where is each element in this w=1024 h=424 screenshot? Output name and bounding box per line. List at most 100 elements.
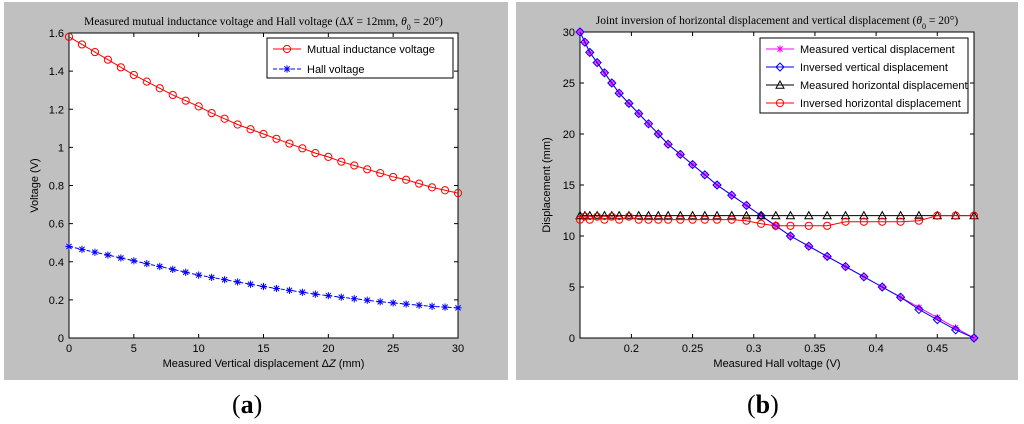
chart-a-series-0-point: [194, 102, 203, 111]
chart-b-series-1-point: [687, 159, 698, 170]
chart-b-series-1-point: [634, 108, 644, 119]
chart-a-series-0-point: [155, 84, 164, 93]
chart-b-xtick-label: 0.45: [927, 343, 948, 355]
chart-a-series-0-point: [64, 32, 74, 41]
chart-b-series-1-point: [822, 251, 832, 262]
chart-b-series-3-point: [688, 215, 697, 224]
chart-b-series-3-point: [841, 217, 850, 226]
chart-a-series-1-point: [441, 303, 449, 311]
chart-b-series-3-point: [615, 215, 624, 224]
chart-panel-a: Measured mutual inductance voltage and H…: [4, 2, 508, 380]
chart-b-series-1-point: [741, 200, 752, 211]
chart-b-ytick-label: 10: [563, 231, 575, 243]
chart-a-series-0-point: [116, 63, 125, 72]
chart-b-series-3-point: [742, 216, 751, 225]
chart-a-series-0-point: [103, 55, 113, 64]
chart-b-series-2-point: [840, 210, 851, 220]
chart-a-title-part: = 20°): [411, 16, 443, 28]
chart-b-series-1-point: [585, 47, 595, 58]
chart-a-xlabel-part: (mm): [336, 358, 365, 370]
chart-a-series-0-point: [440, 186, 450, 195]
chart-a-series-1-point: [285, 286, 294, 294]
chart-a-series-1-point: [169, 265, 177, 273]
chart-a-legend-label-0: Mutual inductance voltage: [307, 44, 435, 56]
chart-b-series-3-point: [951, 211, 960, 220]
chart-b-title-part: = 20°): [926, 15, 958, 27]
chart-a-series-1-point: [143, 260, 151, 268]
chart-a-series-0-point: [77, 40, 87, 49]
chart-b-series-2-point: [770, 210, 781, 220]
chart-a-ytick-label: 0.6: [49, 219, 64, 231]
chart-b-series-1-point: [785, 231, 796, 241]
chart-b-series-2-point: [663, 210, 673, 220]
chart-b-series-2-point: [803, 210, 814, 220]
chart-a-title-part: θ: [401, 16, 407, 28]
chart-a-series-0-point: [389, 172, 398, 182]
chart-b-series-3-line: [579, 215, 974, 227]
subfigure-letter-a: a: [240, 390, 254, 419]
chart-a-series-0-point: [142, 77, 151, 86]
chart-b-xtick-label: 0.35: [804, 343, 825, 355]
chart-b-series-1-line: [579, 31, 975, 339]
chart-b-series-1-point: [643, 119, 654, 129]
chart-b-legend-label-0: Measured vertical displacement: [800, 44, 955, 56]
chart-b-series-1-point: [575, 27, 585, 37]
chart-b-series-3-point: [676, 215, 685, 224]
chart-a-series-0-point: [311, 148, 320, 158]
chart-b-series-1-point: [653, 129, 664, 139]
chart-b-series-1-point: [932, 314, 942, 325]
chart-a-series-0-point: [285, 139, 294, 148]
chart-a-series-1-point: [104, 251, 112, 259]
chart-b-legend-marker-0: [776, 45, 784, 53]
chart-b-series-3-point: [878, 217, 887, 226]
chart-a-series-0-point: [259, 129, 268, 139]
chart-a-plot-area: [68, 32, 459, 339]
chart-b-ytick-label: 30: [563, 27, 575, 39]
chart-b-series-2: [575, 210, 979, 220]
chart-b-series-2-point: [877, 210, 888, 220]
chart-panel-b: Joint inversion of horizontal displaceme…: [516, 2, 1018, 380]
chart-a-series-0-line: [68, 36, 459, 194]
chart-b-series-0-point: [952, 324, 960, 332]
chart-a-series-0-point: [298, 144, 307, 153]
chart-a-ytick-label: 0.2: [49, 295, 64, 307]
chart-b-series-2-point: [914, 210, 924, 220]
chart-a-series-1-point: [130, 257, 138, 265]
chart-a-series-0-point: [324, 152, 333, 162]
chart-a-series-1-point: [402, 300, 410, 308]
chart-b-series-3-point: [624, 212, 634, 221]
chart-a-series-1-point: [324, 292, 332, 300]
chart-b-title-part: Joint inversion of horizontal displaceme…: [596, 15, 917, 27]
chart-a-series-0-point: [376, 169, 385, 178]
chart-b-series-1-point: [599, 68, 610, 78]
chart-b-xtick-label: 0.4: [868, 343, 883, 355]
chart-b-series-3-point: [859, 217, 868, 226]
chart-a-series-0-point: [272, 134, 281, 143]
chart-b-series-2-point: [822, 210, 833, 220]
chart-b-series-2-point: [726, 210, 737, 220]
chart-a-legend-marker-1: [283, 65, 291, 73]
chart-b-ytick-label: 5: [569, 282, 575, 294]
chart-b-series-2-point: [741, 210, 752, 220]
chart-a-series-0: [64, 32, 463, 198]
chart-b-series-3-point: [607, 212, 616, 221]
chart-b-series-1-point: [756, 210, 766, 221]
chart-a-xlabel-part: Z: [328, 358, 337, 370]
chart-b-series-3-point: [914, 216, 924, 225]
chart-a-series-0-point: [453, 189, 463, 198]
chart-b-series-2-point: [895, 210, 906, 220]
chart-b-series-1-point: [950, 325, 961, 335]
chart-b-legend: [759, 37, 969, 114]
chart-b-series-0-point: [915, 303, 923, 311]
chart-a-series-0-point: [129, 70, 138, 80]
chart-b-series-3-point: [712, 215, 722, 224]
chart-b-series-3-point: [804, 221, 813, 230]
chart-a-title-part: 0: [407, 23, 411, 32]
chart-a-series-1-point: [221, 276, 229, 284]
chart-a-xlabel: Measured Vertical displacement ΔZ (mm): [163, 358, 365, 370]
chart-a-ylabel: Voltage (V): [29, 158, 41, 212]
chart-a-series-1-point: [233, 278, 242, 286]
chart-a-series-1-point: [91, 248, 99, 256]
chart-b-ytick-label: 20: [563, 129, 575, 141]
chart-b-series-1-point: [607, 78, 617, 88]
